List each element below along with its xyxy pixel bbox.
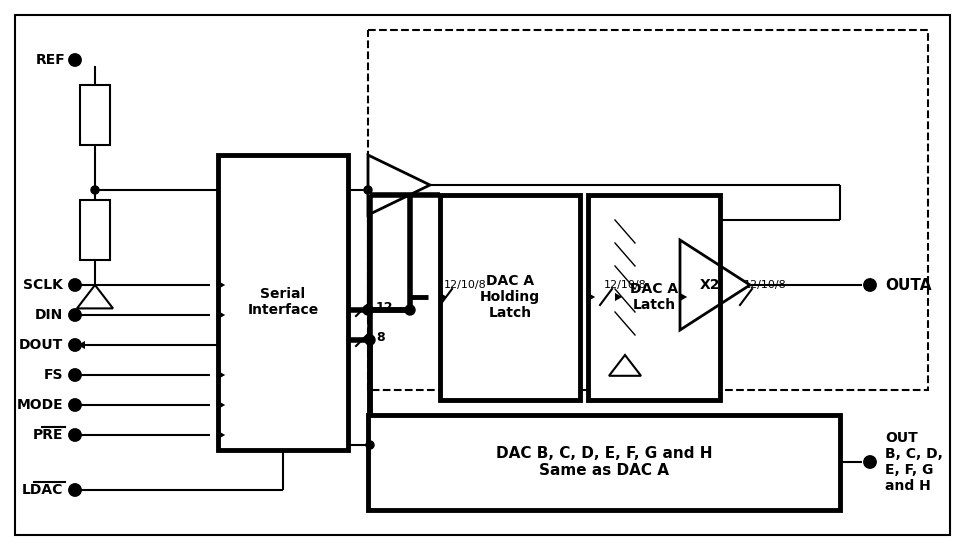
Text: 12/10/8: 12/10/8 xyxy=(744,280,786,290)
Circle shape xyxy=(69,429,81,441)
Circle shape xyxy=(91,186,99,194)
Circle shape xyxy=(864,456,876,468)
Circle shape xyxy=(69,54,81,66)
Text: DAC A
Holding
Latch: DAC A Holding Latch xyxy=(480,274,540,320)
Bar xyxy=(368,415,840,510)
Bar xyxy=(80,85,110,145)
Text: DAC A
Latch: DAC A Latch xyxy=(630,282,678,312)
Polygon shape xyxy=(615,293,622,301)
Circle shape xyxy=(69,339,81,351)
Polygon shape xyxy=(864,281,871,289)
Text: DOUT: DOUT xyxy=(18,338,63,352)
Circle shape xyxy=(69,279,81,291)
Bar xyxy=(588,195,720,400)
Polygon shape xyxy=(680,293,687,301)
Text: OUT
B, C, D,
E, F, G
and H: OUT B, C, D, E, F, G and H xyxy=(885,431,943,494)
Polygon shape xyxy=(864,458,871,466)
Bar xyxy=(80,200,110,260)
Text: 12/10/8: 12/10/8 xyxy=(604,280,646,290)
Circle shape xyxy=(405,305,415,315)
Circle shape xyxy=(69,369,81,381)
Text: 12/10/8: 12/10/8 xyxy=(443,280,486,290)
Text: PRE: PRE xyxy=(32,428,63,442)
Text: MODE: MODE xyxy=(17,398,63,412)
Text: SCLK: SCLK xyxy=(23,278,63,292)
Circle shape xyxy=(365,335,375,345)
Polygon shape xyxy=(588,293,595,301)
Bar xyxy=(615,220,635,335)
Circle shape xyxy=(864,279,876,291)
Circle shape xyxy=(69,399,81,411)
Text: REF: REF xyxy=(35,53,65,67)
Bar xyxy=(368,30,928,390)
Circle shape xyxy=(366,441,374,449)
Text: Serial
Interface: Serial Interface xyxy=(248,287,319,317)
Text: 12: 12 xyxy=(376,300,394,314)
Polygon shape xyxy=(218,281,226,289)
Circle shape xyxy=(69,309,81,321)
Text: DAC B, C, D, E, F, G and H
Same as DAC A: DAC B, C, D, E, F, G and H Same as DAC A xyxy=(496,446,712,478)
Polygon shape xyxy=(218,371,226,379)
Text: X2: X2 xyxy=(700,278,720,292)
Polygon shape xyxy=(440,293,447,301)
Circle shape xyxy=(364,306,372,314)
Polygon shape xyxy=(78,341,85,349)
Text: DIN: DIN xyxy=(35,308,63,322)
Bar xyxy=(218,155,348,450)
Bar xyxy=(440,195,580,400)
Circle shape xyxy=(363,305,373,315)
Circle shape xyxy=(364,186,372,194)
Circle shape xyxy=(69,484,81,496)
Polygon shape xyxy=(218,401,226,409)
Text: FS: FS xyxy=(44,368,63,382)
Text: LDAC: LDAC xyxy=(21,483,63,497)
Text: OUTA: OUTA xyxy=(885,277,931,292)
Text: 8: 8 xyxy=(376,330,385,344)
Polygon shape xyxy=(218,431,226,439)
Polygon shape xyxy=(218,311,226,319)
